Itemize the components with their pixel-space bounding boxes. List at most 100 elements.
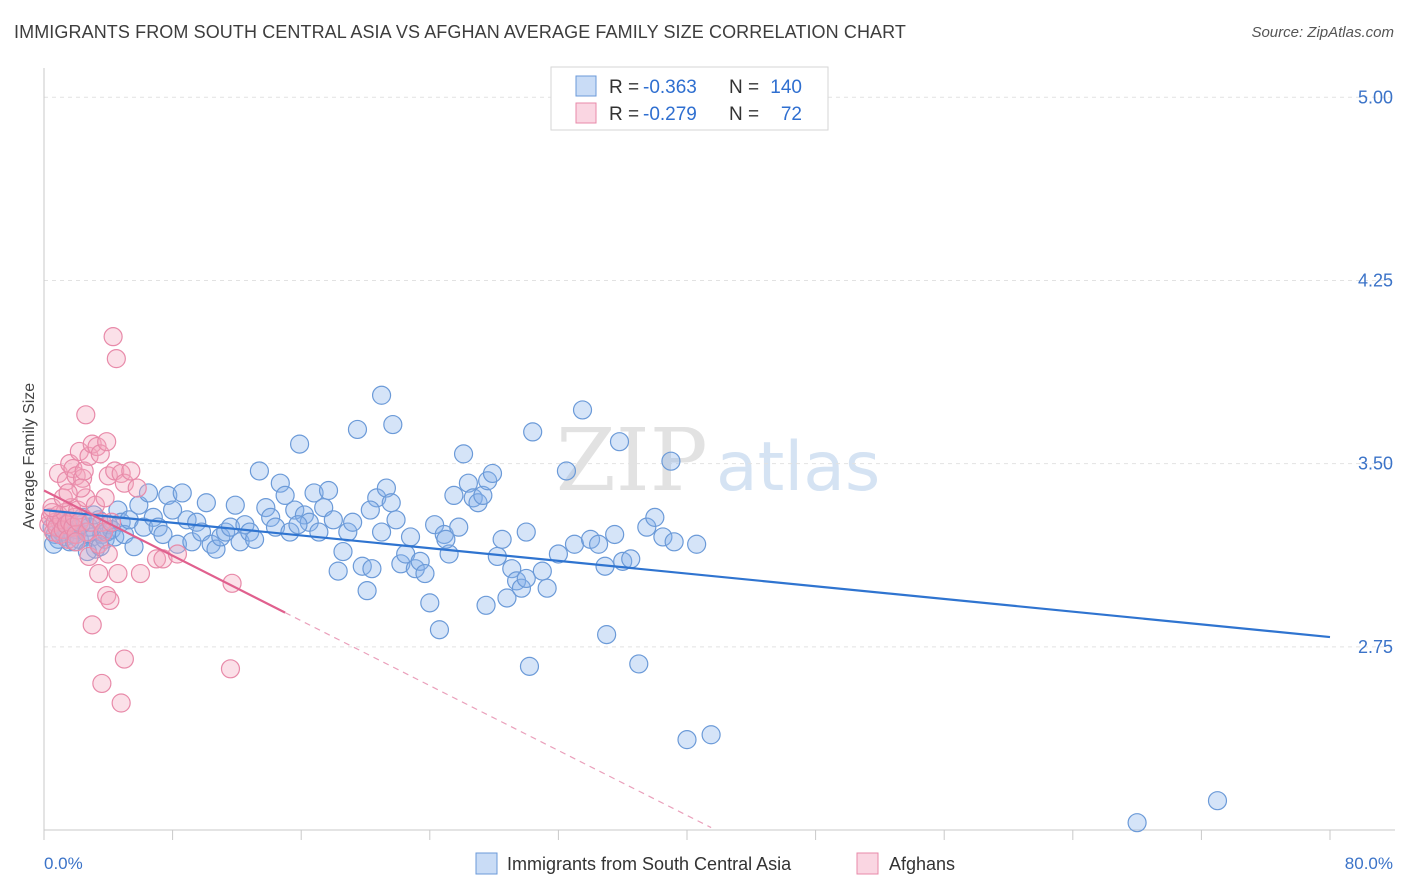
point-immigrants	[270, 473, 290, 493]
legend-r-label-2: R =	[609, 104, 639, 125]
point-immigrants	[362, 559, 382, 579]
trend-line-afghans-extension	[284, 612, 712, 829]
x-axis-ticks	[43, 830, 1331, 840]
point-immigrants	[261, 507, 281, 527]
legend-n-label-1: N =	[729, 77, 759, 98]
point-immigrants	[206, 539, 226, 559]
point-afghans	[97, 432, 117, 452]
point-afghans	[90, 444, 110, 464]
point-immigrants	[605, 524, 625, 545]
point-afghans	[146, 549, 167, 569]
point-immigrants	[645, 507, 665, 527]
point-afghans	[79, 446, 99, 466]
point-afghans	[95, 488, 115, 508]
point-afghans	[66, 524, 86, 545]
point-immigrants	[436, 529, 456, 549]
point-immigrants	[449, 517, 469, 537]
point-immigrants	[391, 554, 411, 574]
point-immigrants	[343, 512, 363, 532]
point-immigrants	[637, 517, 657, 537]
point-immigrants	[371, 385, 392, 405]
point-immigrants	[367, 488, 387, 508]
point-immigrants	[556, 461, 577, 481]
bottom-legend-label-immigrants: Immigrants from South Central Asia	[507, 854, 792, 874]
y-axis-label: Average Family Size	[21, 383, 38, 530]
y-tick-label: 5.00	[1358, 87, 1393, 107]
point-immigrants	[153, 524, 173, 545]
point-immigrants	[548, 544, 569, 564]
point-immigrants	[318, 480, 339, 501]
x-tick-label-start: 0.0%	[44, 854, 83, 873]
point-afghans	[72, 468, 93, 488]
point-immigrants	[532, 561, 552, 581]
point-immigrants	[400, 527, 421, 547]
point-immigrants	[415, 563, 435, 584]
point-immigrants	[701, 725, 721, 745]
point-afghans	[93, 522, 114, 542]
legend: R = -0.363 N = 140 R = -0.279 N = 72	[550, 66, 829, 131]
point-immigrants	[492, 529, 512, 549]
bottom-legend: Immigrants from South Central Asia Afgha…	[475, 852, 955, 875]
point-immigrants	[333, 541, 353, 562]
point-immigrants	[249, 461, 270, 481]
point-immigrants	[304, 483, 324, 503]
point-immigrants	[473, 485, 493, 506]
point-afghans	[89, 563, 109, 584]
trend-lines	[43, 489, 1331, 829]
point-immigrants	[664, 532, 684, 552]
y-tick-labels: 2.75 3.50 4.25 5.00	[1358, 87, 1393, 657]
point-immigrants	[124, 537, 144, 557]
point-immigrants	[275, 485, 295, 506]
point-immigrants	[661, 451, 681, 471]
point-immigrants	[187, 512, 207, 532]
point-immigrants	[653, 527, 673, 547]
gridlines	[44, 96, 1395, 648]
point-immigrants	[444, 485, 464, 506]
point-immigrants	[516, 568, 536, 589]
point-immigrants	[519, 656, 540, 676]
point-afghans	[89, 534, 109, 554]
bottom-legend-swatch-blue	[475, 852, 498, 875]
point-immigrants	[502, 559, 522, 579]
point-afghans	[114, 473, 134, 493]
point-afghans	[100, 590, 120, 611]
point-immigrants	[453, 444, 474, 464]
legend-swatch-blue	[575, 75, 597, 97]
watermark: ZIP atlas	[556, 411, 880, 511]
point-immigrants	[629, 654, 649, 674]
point-immigrants	[256, 498, 276, 518]
legend-r-value-1: -0.363	[643, 77, 697, 98]
point-immigrants	[323, 510, 343, 530]
point-afghans	[111, 693, 131, 713]
point-afghans	[71, 478, 91, 498]
point-immigrants	[167, 534, 188, 554]
point-afghans	[108, 563, 128, 584]
legend-n-value-2: 72	[781, 104, 802, 125]
point-immigrants	[572, 400, 593, 420]
chart-title: IMMIGRANTS FROM SOUTH CENTRAL ASIA VS AF…	[14, 22, 907, 42]
legend-n-value-1: 140	[770, 77, 802, 98]
point-immigrants	[476, 595, 496, 615]
point-immigrants	[328, 561, 348, 581]
point-immigrants	[138, 483, 159, 503]
point-immigrants	[1127, 813, 1147, 833]
point-afghans	[66, 532, 86, 552]
point-immigrants	[597, 625, 617, 645]
point-immigrants	[677, 730, 697, 750]
point-immigrants	[371, 522, 392, 542]
watermark-zip: ZIP	[556, 411, 708, 511]
point-immigrants	[158, 485, 178, 506]
point-immigrants	[564, 534, 585, 554]
point-immigrants	[182, 532, 202, 552]
point-immigrants	[588, 534, 609, 554]
point-afghans	[82, 615, 102, 635]
bottom-legend-label-afghans: Afghans	[889, 854, 955, 874]
point-immigrants	[285, 500, 305, 520]
point-immigrants	[289, 434, 310, 454]
x-tick-label-end: 80.0%	[1345, 854, 1393, 873]
watermark-atlas: atlas	[716, 428, 880, 507]
legend-r-label-1: R =	[609, 77, 639, 98]
point-immigrants	[288, 515, 308, 535]
point-afghans	[114, 649, 134, 669]
